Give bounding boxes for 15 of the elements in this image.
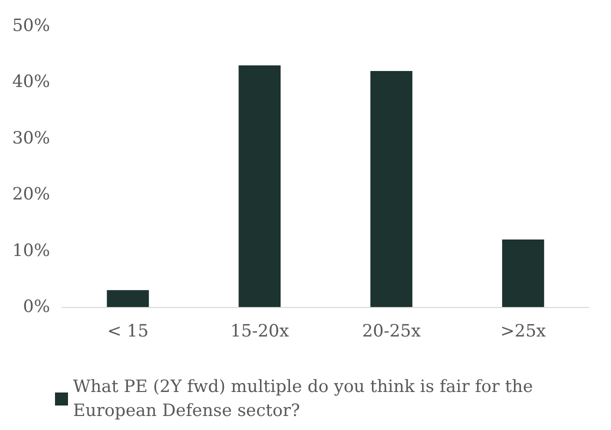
bar (106, 290, 149, 307)
y-tick-label: 40% (12, 72, 50, 92)
x-tick-label: >25x (500, 322, 546, 342)
x-tick-label: 20-25x (362, 322, 422, 342)
bar (370, 70, 412, 307)
y-tick-label: 30% (12, 128, 50, 148)
y-tick-label: 0% (23, 297, 50, 317)
x-tick-label: < 15 (107, 322, 149, 342)
y-tick-label: 20% (12, 184, 50, 205)
y-tick-label: 10% (12, 240, 50, 261)
y-tick-label: 50% (12, 16, 50, 36)
bar (502, 240, 544, 307)
bar (238, 65, 281, 307)
x-tick-label: 15-20x (230, 322, 290, 342)
legend-label: What PE (2Y fwd) multiple do you think is fair for the European Defense sector? (73, 377, 538, 421)
